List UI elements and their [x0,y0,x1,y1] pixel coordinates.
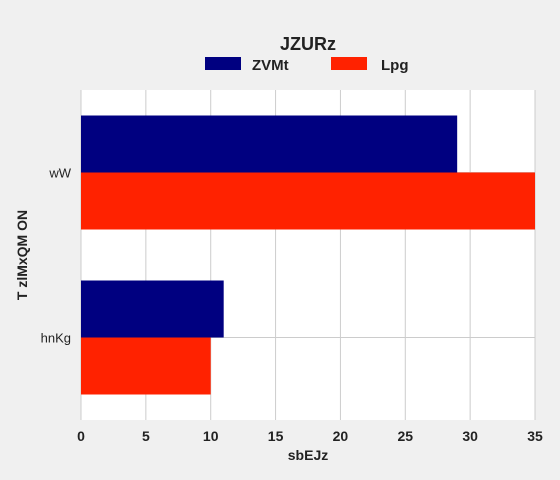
bar-zvmt-ww [81,115,458,173]
bar-lpg-ww [81,172,535,230]
category-label: hnKg [41,331,71,346]
legend-label-zvmt: ZVMt [252,57,289,74]
x-tick-label: 15 [268,428,284,444]
x-tick-label: 5 [142,428,150,444]
category-labels: wW hnKg [41,166,72,346]
legend: ZVMt Lpg [205,57,409,74]
x-tick-label: 35 [527,428,543,444]
category-label: wW [48,166,71,181]
x-tick-label: 30 [462,428,478,444]
x-axis-label: sbEJz [288,447,328,463]
x-ticks: 0 5 10 15 20 25 30 35 [77,428,543,444]
bar-zvmt-hnkg [81,280,224,338]
x-tick-label: 10 [203,428,219,444]
bar-lpg-hnkg [81,337,211,395]
legend-swatch-lpg [331,57,367,70]
legend-label-lpg: Lpg [381,57,409,74]
x-tick-label: 0 [77,428,85,444]
chart-title: JZURz [280,34,336,54]
bars [81,115,535,395]
legend-swatch-zvmt [205,57,241,70]
y-axis-label: T zlMxQM ON [14,210,30,300]
x-tick-label: 25 [397,428,413,444]
x-tick-label: 20 [333,428,349,444]
